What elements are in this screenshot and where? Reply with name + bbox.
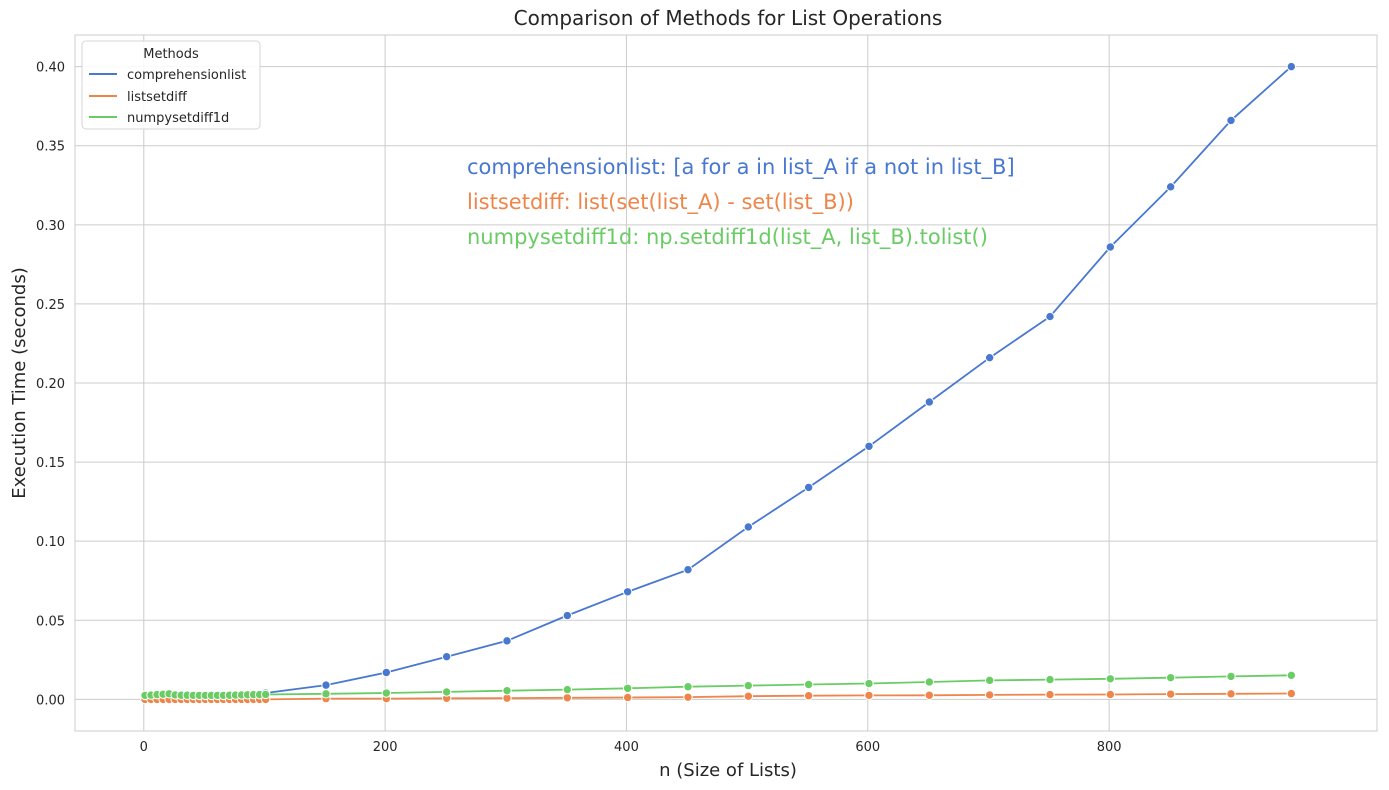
- data-point-comprehensionlist: [1105, 242, 1116, 252]
- x-tick-label: 0: [140, 740, 148, 755]
- data-point-numpysetdiff1d: [1165, 672, 1176, 683]
- data-point-listsetdiff: [1045, 689, 1055, 700]
- y-tick-label: 0.25: [36, 298, 65, 313]
- data-point-listsetdiff: [984, 690, 995, 700]
- data-point-comprehensionlist: [381, 667, 392, 678]
- data-point-numpysetdiff1d: [803, 679, 814, 690]
- data-point-numpysetdiff1d: [683, 682, 693, 692]
- legend-label-comprehensionlist: comprehensionlist: [127, 68, 246, 83]
- data-point-listsetdiff: [864, 690, 874, 701]
- data-point-comprehensionlist: [864, 441, 874, 451]
- y-tick-label: 0.10: [36, 535, 65, 550]
- data-point-listsetdiff: [1105, 689, 1116, 700]
- data-point-numpysetdiff1d: [622, 683, 633, 693]
- legend-label-numpysetdiff1d: numpysetdiff1d: [127, 111, 229, 126]
- data-point-listsetdiff: [622, 692, 633, 703]
- data-point-comprehensionlist: [441, 651, 452, 662]
- data-point-comprehensionlist: [622, 587, 633, 597]
- x-tick-label: 400: [614, 740, 639, 755]
- legend-label-listsetdiff: listsetdiff: [127, 90, 188, 105]
- y-axis-label: Execution Time (seconds): [9, 267, 30, 498]
- data-point-comprehensionlist: [984, 352, 995, 363]
- y-tick-label: 0.20: [36, 377, 65, 392]
- data-point-listsetdiff: [1165, 689, 1176, 699]
- annotation-listsetdiff: listsetdiff: list(set(list_A) - set(list…: [467, 190, 854, 215]
- data-point-listsetdiff: [1226, 689, 1236, 699]
- y-tick-label: 0.05: [36, 614, 65, 629]
- annotation-numpysetdiff1d: numpysetdiff1d: np.setdiff1d(list_A, lis…: [467, 225, 988, 250]
- data-point-listsetdiff: [683, 692, 693, 702]
- y-tick-label: 0.00: [36, 693, 65, 708]
- annotations: comprehensionlist: [a for a in list_A if…: [467, 155, 1015, 250]
- annotation-comprehensionlist: comprehensionlist: [a for a in list_A if…: [467, 155, 1015, 180]
- legend-title: Methods: [143, 47, 199, 62]
- data-point-numpysetdiff1d: [1226, 671, 1236, 682]
- data-point-comprehensionlist: [683, 564, 693, 575]
- data-point-numpysetdiff1d: [502, 685, 512, 696]
- data-point-listsetdiff: [924, 690, 935, 700]
- data-point-numpysetdiff1d: [381, 688, 392, 698]
- data-point-comprehensionlist: [321, 680, 331, 690]
- data-point-listsetdiff: [743, 691, 754, 701]
- data-point-comprehensionlist: [1286, 61, 1297, 72]
- data-point-numpysetdiff1d: [984, 675, 995, 686]
- data-point-numpysetdiff1d: [1105, 674, 1116, 684]
- data-point-comprehensionlist: [1045, 311, 1055, 322]
- data-point-numpysetdiff1d: [864, 678, 874, 689]
- x-tick-label: 200: [373, 740, 398, 755]
- data-point-comprehensionlist: [502, 636, 512, 646]
- data-point-numpysetdiff1d: [441, 687, 452, 697]
- data-point-listsetdiff: [1286, 688, 1297, 699]
- y-tick-labels: 0.00 0.05 0.10 0.15 0.20 0.25 0.30 0.35 0.40: [36, 61, 65, 709]
- y-tick-label: 0.35: [36, 140, 65, 155]
- legend[interactable]: Methods comprehensionlist listsetdiff nu…: [81, 40, 261, 130]
- y-tick-label: 0.30: [36, 219, 65, 234]
- chart-title: Comparison of Methods for List Operation…: [514, 6, 943, 30]
- data-point-comprehensionlist: [562, 610, 573, 621]
- data-point-comprehensionlist: [924, 397, 935, 407]
- data-point-listsetdiff: [562, 693, 573, 703]
- data-point-numpysetdiff1d: [1045, 674, 1055, 685]
- data-point-numpysetdiff1d: [321, 689, 331, 699]
- data-point-listsetdiff: [803, 691, 814, 701]
- data-point-numpysetdiff1d: [260, 689, 271, 700]
- data-point-comprehensionlist: [803, 482, 814, 493]
- data-point-comprehensionlist: [1165, 182, 1176, 192]
- data-point-comprehensionlist: [743, 522, 754, 532]
- data-point-numpysetdiff1d: [743, 680, 754, 691]
- x-axis-label: n (Size of Lists): [659, 760, 797, 781]
- series-layer: [140, 61, 1297, 705]
- data-point-numpysetdiff1d: [924, 677, 935, 687]
- x-tick-label: 800: [1097, 740, 1122, 755]
- series-numpysetdiff1d: [140, 670, 1297, 701]
- data-point-comprehensionlist: [1226, 115, 1236, 126]
- legend-box: [81, 40, 261, 130]
- data-point-numpysetdiff1d: [562, 684, 573, 695]
- y-tick-label: 0.15: [36, 456, 65, 471]
- y-tick-label: 0.40: [36, 61, 65, 76]
- x-tick-label: 600: [855, 740, 880, 755]
- x-tick-labels: 0 200 400 600 800: [140, 740, 1122, 755]
- data-point-numpysetdiff1d: [1286, 670, 1297, 681]
